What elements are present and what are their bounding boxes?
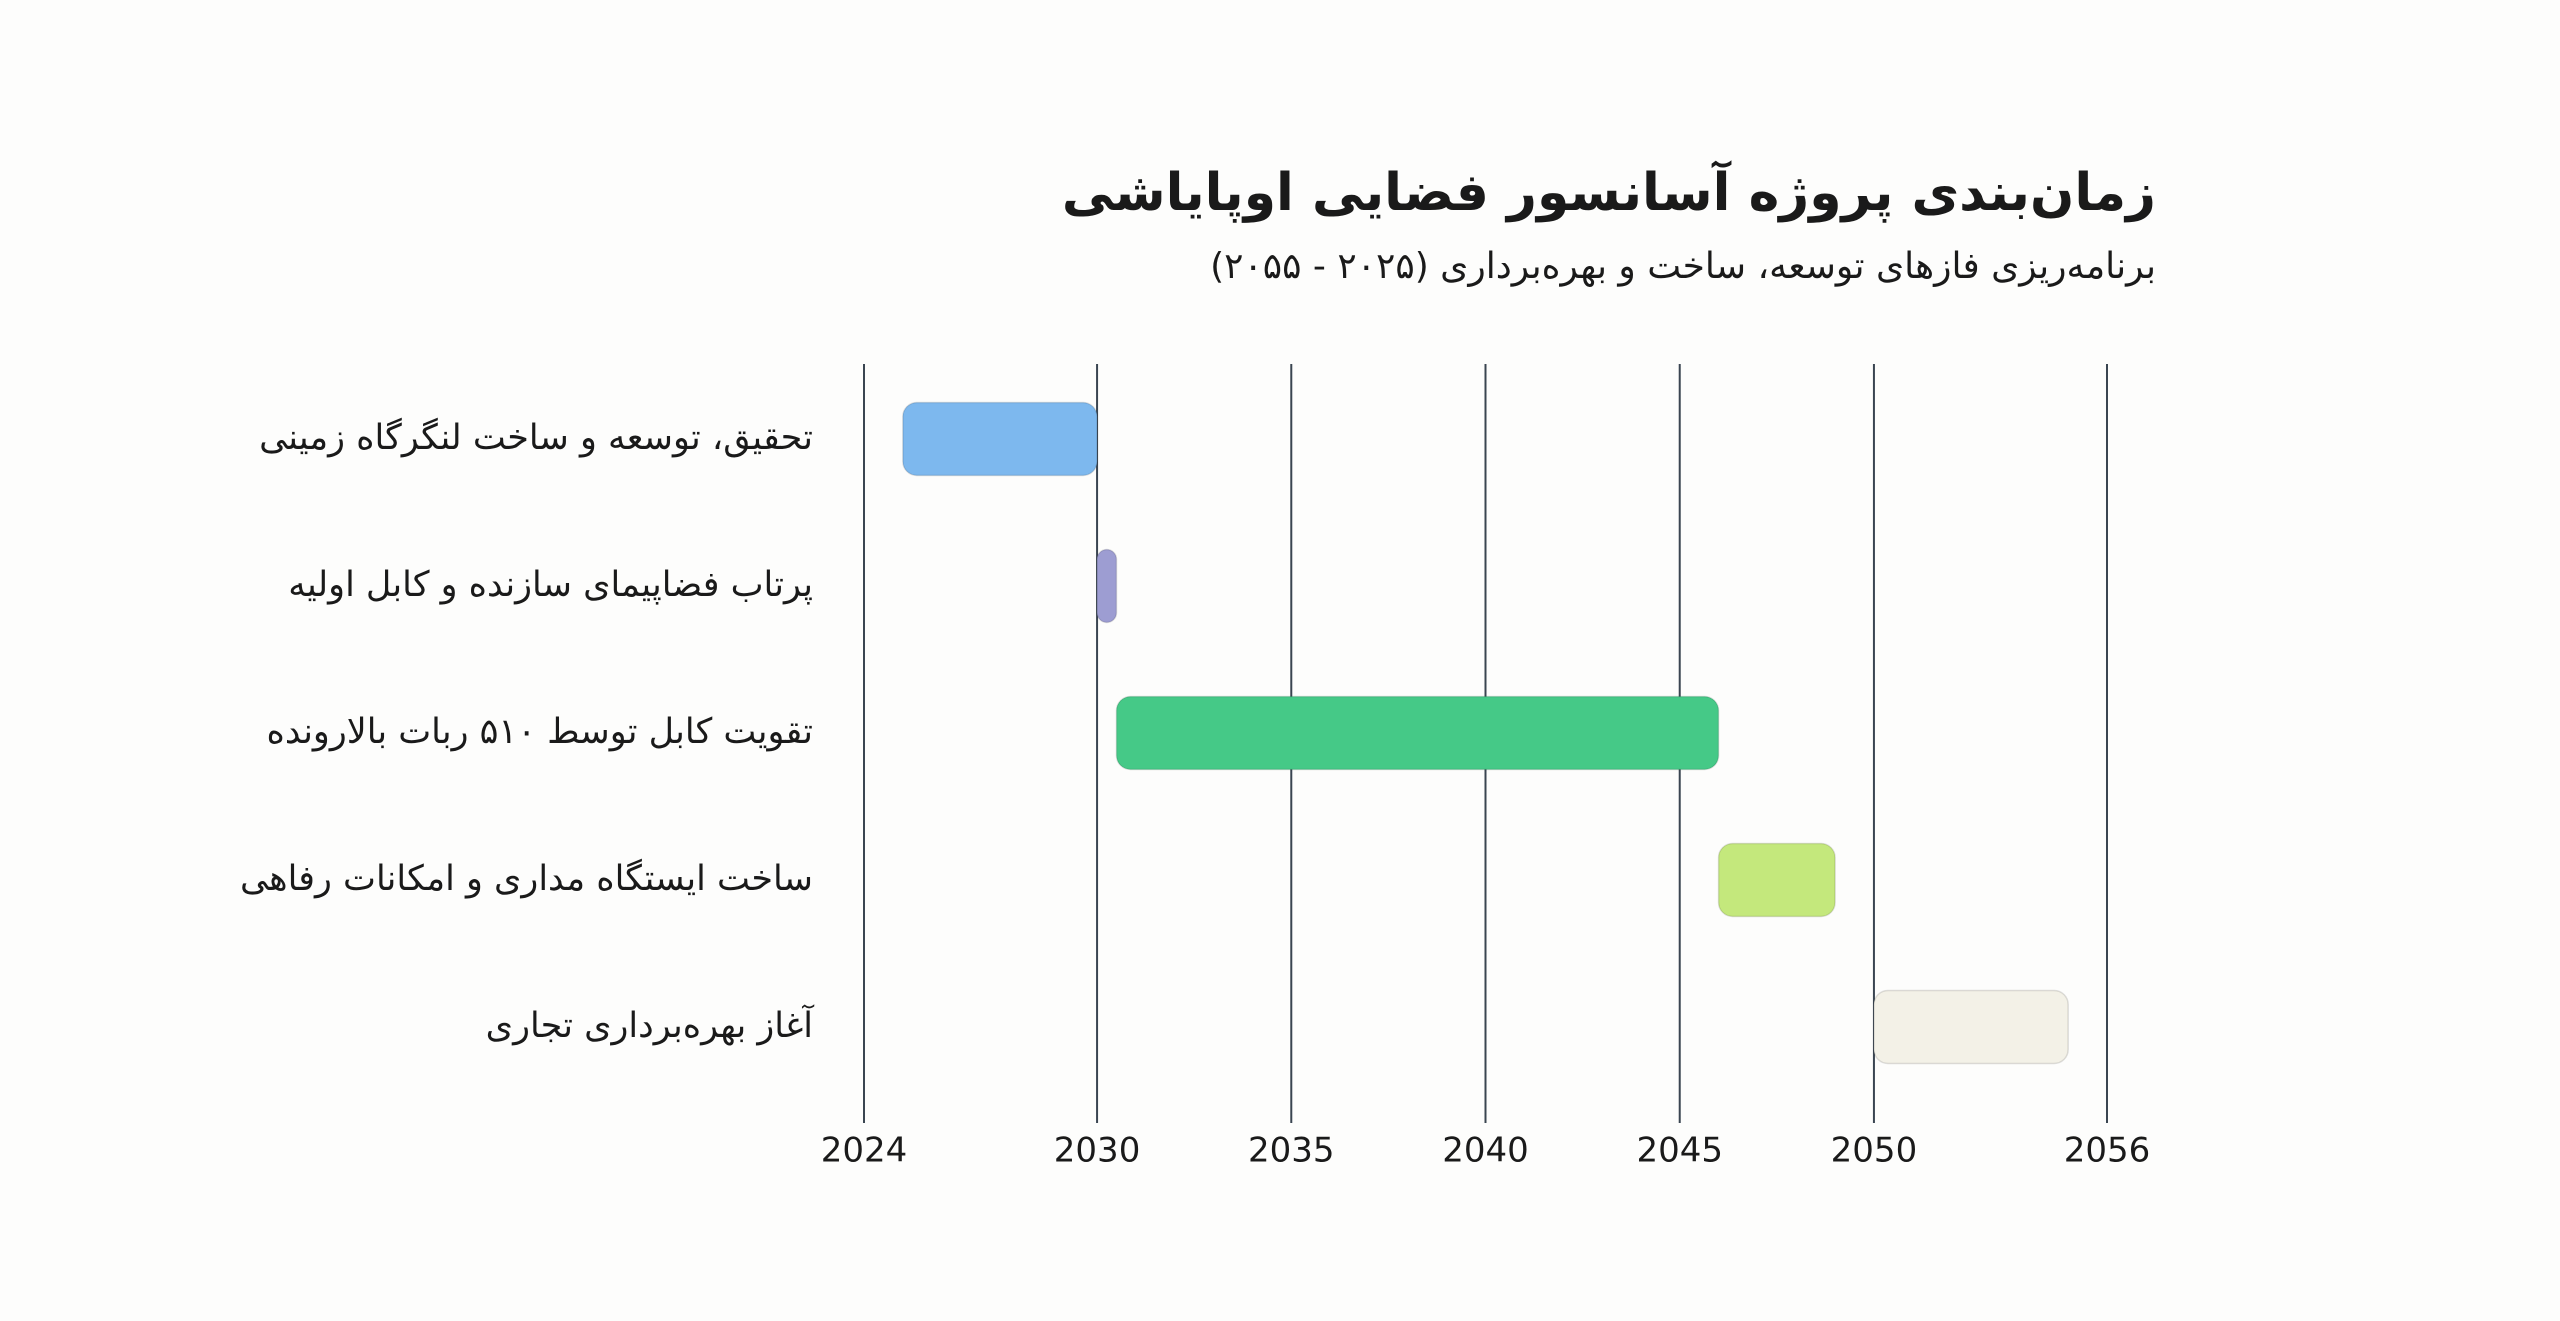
task-bar [1115, 695, 1720, 771]
x-tick-label: 2050 [1831, 1131, 1918, 1171]
task-bar [1873, 989, 2069, 1065]
x-tick-label: 2040 [1442, 1131, 1529, 1171]
task-label: آغاز بهره‌برداری تجاری [486, 1003, 816, 1046]
task-label: پرتاب فضاپیمای سازنده و کابل اولیه [288, 565, 813, 605]
x-tick-label: 2035 [1248, 1131, 1335, 1171]
task-bar [1096, 548, 1118, 624]
chart-subtitle: برنامه‌ریزی فازهای توسعه، ساخت و بهره‌بر… [1210, 246, 2156, 287]
x-tick-label: 2056 [2064, 1131, 2151, 1171]
task-label: ساخت ایستگاه مداری و امکانات رفاهی [240, 858, 813, 899]
chart-title: زمان‌بندی پروژه آسانسور فضایی اوپایاشی [1062, 160, 2156, 223]
task-bar [902, 401, 1098, 477]
task-label: تحقیق، توسعه و ساخت لنگرگاه زمینی [259, 417, 813, 458]
task-label: تقویت کابل توسط ۵۱۰ ربات بالارونده [266, 712, 813, 752]
task-bar [1717, 842, 1836, 918]
x-tick-label: 2024 [821, 1131, 908, 1171]
x-tick-label: 2045 [1636, 1131, 1723, 1171]
x-tick-label: 2030 [1054, 1131, 1141, 1171]
